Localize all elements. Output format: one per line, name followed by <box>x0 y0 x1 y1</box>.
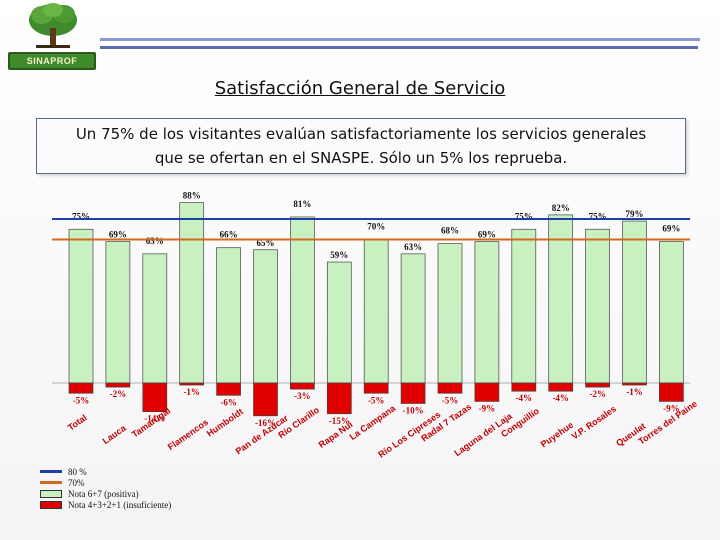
legend-swatch-70 <box>40 481 62 484</box>
bar-positive <box>400 253 426 384</box>
summary-line-2: que se ofertan en el SNASPE. Sólo un 5% … <box>154 149 568 167</box>
summary-box: Un 75% de los visitantes evalúan satisfa… <box>36 118 686 174</box>
logo-tree-icon <box>29 3 77 48</box>
data-label-positive: 68% <box>441 226 459 236</box>
data-label-positive: 69% <box>662 224 680 234</box>
data-label-positive: 63% <box>404 242 422 252</box>
bar-negative <box>622 382 647 386</box>
bar-positive <box>105 241 131 384</box>
data-label-positive: 79% <box>626 209 644 219</box>
bar-negative <box>585 382 610 388</box>
data-label-negative: -16% <box>255 418 276 428</box>
data-label-positive: 70% <box>367 222 385 232</box>
bar-negative <box>437 382 463 394</box>
data-label-negative: -3% <box>294 391 311 401</box>
bar-positive <box>142 253 168 384</box>
data-label-negative: -9% <box>479 403 496 413</box>
legend-item-positive: Nota 6+7 (positiva) <box>40 488 171 499</box>
bar-positive <box>437 243 463 384</box>
data-label-negative: -6% <box>220 397 237 407</box>
bar-negative <box>548 382 574 392</box>
bar-negative <box>253 382 278 417</box>
bar-negative <box>216 382 241 396</box>
data-label-negative: -10% <box>403 406 424 416</box>
page-title: Satisfacción General de Servicio <box>214 78 506 99</box>
satisfaction-bar-chart: 75%-5%Total69%-2%Lauca63%-14%Tamarugal88… <box>52 191 699 460</box>
legend-item-negative: Nota 4+3+2+1 (insuficiente) <box>40 499 171 510</box>
category-label: Humboldt <box>205 406 245 438</box>
data-label-negative: -4% <box>516 393 533 403</box>
data-label-negative: -2% <box>589 389 606 399</box>
category-label: Flamencos <box>166 417 210 452</box>
summary-line-1: Un 75% de los visitantes evalúan satisfa… <box>75 125 647 143</box>
bar-negative <box>326 382 352 415</box>
data-label-positive: 63% <box>146 236 164 246</box>
data-label-positive: 75% <box>515 211 533 221</box>
data-label-positive: 65% <box>257 238 275 248</box>
bar-positive <box>585 228 610 384</box>
bar-positive <box>326 261 352 384</box>
logo-badge: SINAPROF <box>8 52 96 70</box>
bar-negative <box>105 382 131 388</box>
legend-item-80: 80 % <box>40 466 171 477</box>
bar-positive <box>511 228 537 384</box>
data-label-negative: -1% <box>626 387 643 397</box>
data-label-negative: -5% <box>442 395 459 405</box>
header-line-bottom <box>100 46 698 49</box>
data-label-negative: -5% <box>73 395 90 405</box>
data-label-positive: 81% <box>293 199 311 209</box>
data-label-positive: 59% <box>330 250 348 260</box>
data-label-negative: -2% <box>110 389 127 399</box>
bar-negative <box>474 382 500 402</box>
data-label-positive: 69% <box>478 230 496 240</box>
bar-negative <box>68 382 94 394</box>
bar-negative <box>142 382 168 413</box>
data-label-positive: 88% <box>183 191 201 201</box>
bar-positive <box>548 214 574 384</box>
data-label-negative: -14% <box>144 414 165 424</box>
data-label-positive: 69% <box>109 230 127 240</box>
data-label-positive: 75% <box>589 211 607 221</box>
header-line-top <box>100 38 700 41</box>
bar-positive <box>68 228 94 384</box>
bar-positive <box>363 239 389 384</box>
category-label: V.P. Rosales <box>570 404 618 442</box>
legend-label-80: 80 % <box>68 466 87 477</box>
bar-positive <box>622 220 647 384</box>
bar-negative <box>179 382 205 386</box>
bar-negative <box>400 382 426 404</box>
data-label-positive: 75% <box>72 211 90 221</box>
legend-swatch-80 <box>40 470 62 473</box>
data-label-positive: 82% <box>552 203 570 213</box>
legend-swatch-positive <box>40 489 62 498</box>
legend-label-70: 70% <box>68 477 85 488</box>
data-label-negative: -1% <box>183 387 200 397</box>
data-label-positive: 66% <box>220 230 238 240</box>
bar-positive <box>253 249 278 384</box>
legend-item-70: 70% <box>40 477 171 488</box>
bar-positive <box>474 241 500 384</box>
bar-negative <box>363 382 389 394</box>
category-label: La Campana <box>348 403 398 442</box>
bar-negative <box>659 382 684 402</box>
category-label: Lauca <box>101 422 129 446</box>
bar-negative <box>290 382 315 390</box>
data-label-negative: -9% <box>663 403 680 413</box>
data-label-negative: -15% <box>329 416 350 426</box>
bar-positive <box>290 216 315 384</box>
chart-legend: 80 % 70% Nota 6+7 (positiva) Nota 4+3+2+… <box>40 466 171 510</box>
bar-positive <box>216 247 241 384</box>
bar-positive <box>659 241 684 384</box>
bar-positive <box>179 202 205 384</box>
legend-label-negative: Nota 4+3+2+1 (insuficiente) <box>68 499 172 510</box>
data-label-negative: -5% <box>368 395 385 405</box>
data-label-negative: -4% <box>552 393 569 403</box>
bar-negative <box>511 382 537 392</box>
legend-swatch-negative <box>40 500 62 509</box>
legend-label-positive: Nota 6+7 (positiva) <box>68 488 139 499</box>
category-label: Total <box>66 412 89 432</box>
